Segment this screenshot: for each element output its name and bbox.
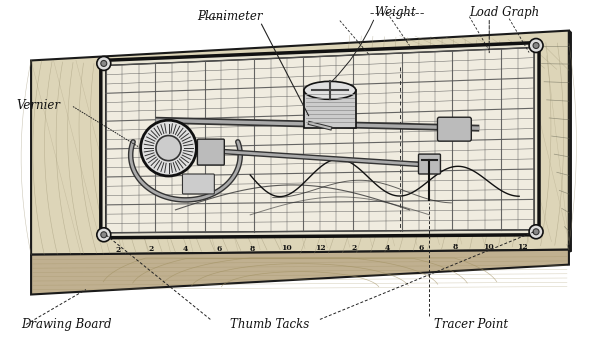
Text: 2: 2 bbox=[149, 245, 154, 253]
Text: Load Graph: Load Graph bbox=[469, 6, 539, 19]
Circle shape bbox=[156, 136, 181, 161]
Text: 10: 10 bbox=[281, 244, 292, 252]
Circle shape bbox=[101, 61, 107, 66]
FancyBboxPatch shape bbox=[197, 139, 224, 165]
Text: Vernier: Vernier bbox=[16, 99, 60, 112]
Circle shape bbox=[97, 228, 111, 242]
Circle shape bbox=[533, 229, 539, 235]
FancyBboxPatch shape bbox=[304, 90, 356, 128]
Text: Thumb Tacks: Thumb Tacks bbox=[230, 318, 310, 331]
Circle shape bbox=[140, 120, 196, 176]
FancyBboxPatch shape bbox=[182, 174, 214, 194]
Text: 6: 6 bbox=[418, 244, 424, 252]
Circle shape bbox=[101, 232, 107, 238]
Text: 12: 12 bbox=[517, 243, 527, 251]
Text: 4: 4 bbox=[182, 245, 188, 253]
Text: Drawing Board: Drawing Board bbox=[21, 318, 112, 331]
Polygon shape bbox=[31, 250, 569, 294]
Polygon shape bbox=[106, 48, 534, 233]
FancyBboxPatch shape bbox=[437, 117, 472, 141]
Circle shape bbox=[529, 39, 543, 53]
Circle shape bbox=[533, 42, 539, 48]
Text: 4: 4 bbox=[385, 244, 390, 252]
Polygon shape bbox=[101, 42, 539, 238]
Text: 10: 10 bbox=[483, 243, 494, 251]
Ellipse shape bbox=[304, 81, 356, 99]
Text: 8: 8 bbox=[452, 243, 457, 251]
Polygon shape bbox=[31, 31, 569, 255]
Text: 2: 2 bbox=[351, 244, 356, 252]
Text: 12: 12 bbox=[314, 244, 325, 252]
Text: 6: 6 bbox=[216, 245, 221, 253]
Circle shape bbox=[97, 56, 111, 70]
Text: 8: 8 bbox=[250, 245, 255, 253]
Text: Planimeter: Planimeter bbox=[197, 10, 263, 23]
Text: 2: 2 bbox=[115, 246, 120, 254]
Text: Weight: Weight bbox=[375, 6, 416, 19]
Text: Tracer Point: Tracer Point bbox=[434, 318, 509, 331]
Circle shape bbox=[529, 225, 543, 239]
FancyBboxPatch shape bbox=[419, 154, 440, 174]
Polygon shape bbox=[569, 31, 571, 252]
